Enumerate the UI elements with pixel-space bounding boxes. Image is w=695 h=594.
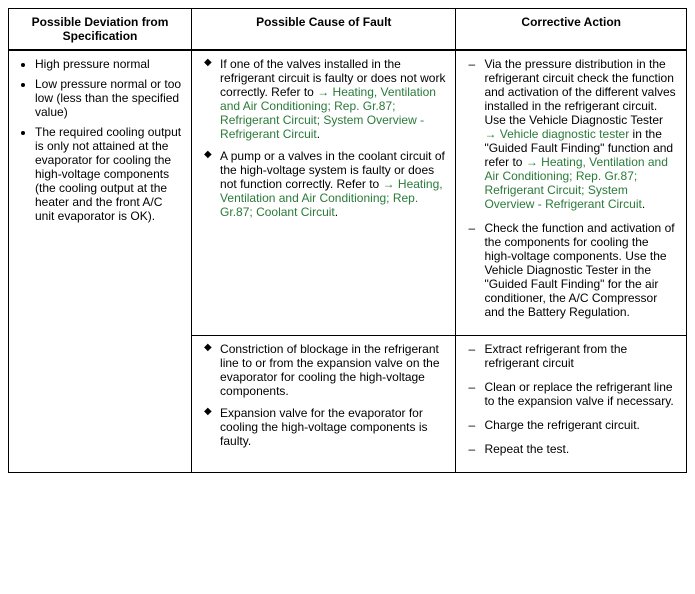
- cell-deviation: High pressure normal Low pressure normal…: [9, 50, 192, 473]
- list-item: Constriction of blockage in the refriger…: [204, 342, 447, 398]
- list-item: If one of the valves installed in the re…: [204, 57, 447, 141]
- cause-list: If one of the valves installed in the re…: [200, 57, 447, 219]
- list-item: Via the pressure distribution in the ref…: [468, 57, 678, 211]
- header-deviation: Possible Deviation from Specification: [9, 9, 192, 51]
- header-cause: Possible Cause of Fault: [192, 9, 456, 51]
- list-item: Expansion valve for the evaporator for c…: [204, 406, 447, 448]
- list-item: High pressure normal: [35, 57, 183, 71]
- action-list: Extract refrigerant from the refrigerant…: [464, 342, 678, 456]
- action-list: Via the pressure distribution in the ref…: [464, 57, 678, 319]
- cell-action-2: Extract refrigerant from the refrigerant…: [456, 336, 687, 473]
- header-row: Possible Deviation from Specification Po…: [9, 9, 687, 51]
- cause-list: Constriction of blockage in the refriger…: [200, 342, 447, 448]
- list-item: Check the function and activation of the…: [468, 221, 678, 319]
- cell-action-1: Via the pressure distribution in the ref…: [456, 50, 687, 336]
- header-action: Corrective Action: [456, 9, 687, 51]
- deviation-list: High pressure normal Low pressure normal…: [17, 57, 183, 223]
- list-item: Low pressure normal or too low (less tha…: [35, 77, 183, 119]
- fault-table: Possible Deviation from Specification Po…: [8, 8, 687, 473]
- cell-cause-2: Constriction of blockage in the refriger…: [192, 336, 456, 473]
- ref-link[interactable]: → Vehicle diagnostic tester: [484, 127, 629, 141]
- list-item: A pump or a valves in the coolant circui…: [204, 149, 447, 219]
- table-row: High pressure normal Low pressure normal…: [9, 50, 687, 336]
- text: .: [317, 127, 320, 141]
- cell-cause-1: If one of the valves installed in the re…: [192, 50, 456, 336]
- list-item: Clean or replace the refrigerant line to…: [468, 380, 678, 408]
- text: .: [642, 197, 645, 211]
- list-item: The required cooling output is only not …: [35, 125, 183, 223]
- list-item: Charge the refrigerant circuit.: [468, 418, 678, 432]
- list-item: Extract refrigerant from the refrigerant…: [468, 342, 678, 370]
- list-item: Repeat the test.: [468, 442, 678, 456]
- text: Via the pressure distribution in the ref…: [484, 57, 675, 127]
- text: .: [335, 205, 338, 219]
